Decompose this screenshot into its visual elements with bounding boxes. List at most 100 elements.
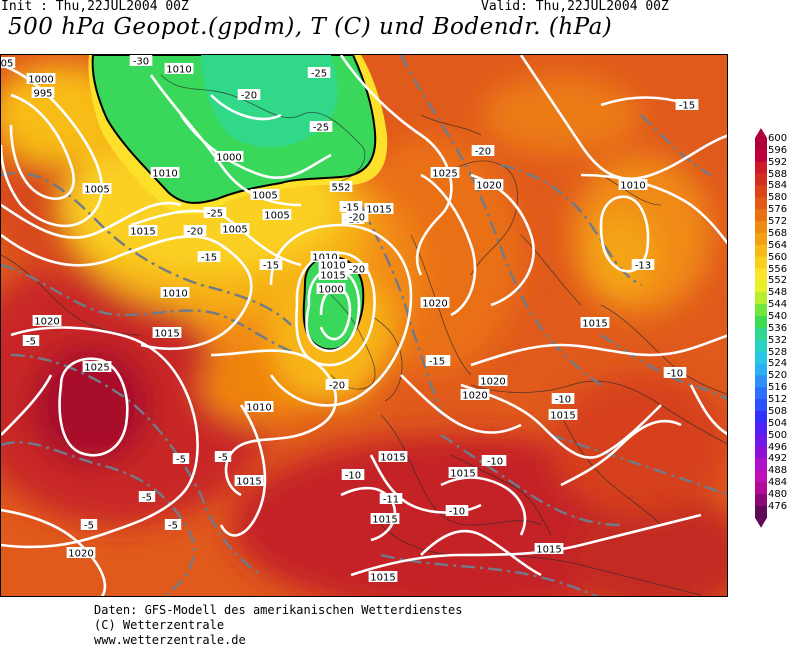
isotherm-label: -10 (663, 367, 687, 380)
svg-text:-10: -10 (667, 369, 683, 380)
legend-level-label: 484 (768, 477, 788, 489)
legend-level-label: 540 (768, 311, 788, 323)
legend-level-label: 544 (768, 299, 788, 311)
credit-website[interactable]: www.wetterzentrale.de (94, 633, 246, 647)
svg-text:1015: 1015 (236, 477, 261, 488)
isobar-label: 1015 (152, 327, 182, 340)
legend-swatch (755, 363, 767, 376)
svg-text:1025: 1025 (84, 363, 109, 374)
svg-text:1015: 1015 (366, 205, 391, 216)
svg-text:1010: 1010 (152, 169, 177, 180)
isobar-label: 1015 (370, 513, 400, 526)
legend-swatch (755, 280, 767, 293)
isobar-label: 1005 (220, 223, 250, 236)
isobar-label: 1005 (82, 183, 112, 196)
legend-swatch (755, 173, 767, 186)
svg-text:1010: 1010 (162, 289, 187, 300)
map-title: 500 hPa Geopot.(gpdm), T (C) und Bodendr… (8, 14, 613, 40)
legend-level-label: 568 (768, 227, 788, 239)
legend-level-label: 520 (768, 370, 788, 382)
isotherm-label: -5 (214, 451, 232, 464)
legend-level-label: 588 (768, 168, 788, 180)
isotherm-label: -20 (471, 145, 495, 158)
isobar-label: 1020 (460, 389, 490, 402)
svg-text:552: 552 (331, 183, 350, 194)
legend-swatch (755, 327, 767, 341)
color-legend (753, 128, 789, 528)
legend-level-label: 500 (768, 429, 788, 441)
svg-text:-20: -20 (329, 381, 345, 392)
isobar-label: 1010 (164, 63, 194, 76)
legend-swatch (755, 505, 767, 519)
legend-swatch (755, 375, 767, 388)
legend-arrow-bottom (755, 517, 767, 528)
svg-text:-20: -20 (349, 265, 365, 276)
trough-north-core (201, 55, 338, 148)
svg-text:1015: 1015 (372, 515, 397, 526)
legend-level-label: 580 (768, 192, 788, 204)
legend-level-label: 488 (768, 465, 788, 477)
legend-arrow-top (755, 128, 767, 138)
legend-swatch (755, 232, 767, 246)
svg-text:-20: -20 (241, 91, 257, 102)
svg-text:1010: 1010 (620, 181, 645, 192)
isobar-label: 1010 (318, 259, 348, 272)
legend-level-label: 508 (768, 405, 788, 417)
svg-text:-15: -15 (679, 101, 695, 112)
isobar-label: 1010 (244, 401, 274, 414)
svg-text:-13: -13 (635, 261, 651, 272)
svg-text:-30: -30 (133, 57, 149, 68)
legend-swatch (755, 304, 767, 317)
isotherm-label: -15 (675, 99, 699, 112)
isobar-label: 1020 (66, 547, 96, 560)
svg-text:1020: 1020 (34, 317, 59, 328)
svg-text:-10: -10 (555, 395, 571, 406)
svg-text:1015: 1015 (536, 545, 561, 556)
legend-level-label: 552 (768, 275, 788, 287)
legend-level-label: 536 (768, 322, 788, 334)
isotherm-label: -15 (339, 201, 363, 214)
svg-text:-20: -20 (475, 147, 491, 158)
svg-text:1000: 1000 (28, 75, 53, 86)
isobar-label: 1000 (26, 73, 56, 86)
svg-text:-5: -5 (218, 453, 228, 464)
svg-text:1010: 1010 (246, 403, 271, 414)
svg-text:1000: 1000 (318, 285, 343, 296)
legend-level-label: 532 (768, 334, 788, 346)
isotherm-label: -15 (425, 355, 449, 368)
legend-level-label: 600 (768, 133, 788, 144)
legend-swatch (755, 256, 767, 270)
legend-swatch (755, 422, 767, 436)
legend-swatch (755, 446, 767, 459)
svg-text:1015: 1015 (450, 469, 475, 480)
svg-text:1005: 1005 (264, 211, 289, 222)
svg-text:1005: 1005 (252, 191, 277, 202)
svg-text:1015: 1015 (582, 319, 607, 330)
isobar-label: 1000 (214, 151, 244, 164)
isotherms (1, 55, 727, 596)
isotherm-label: -30 (129, 55, 153, 68)
svg-text:1015: 1015 (154, 329, 179, 340)
svg-text:-15: -15 (343, 203, 359, 214)
isotherm-label: -20 (183, 225, 207, 238)
isobar-label: 1015 (318, 269, 348, 282)
isobar-label: 1005 (250, 189, 280, 202)
isobar-label: 1010 (160, 287, 190, 300)
isobar-label: 1015 (378, 451, 408, 464)
legend-swatch (755, 221, 767, 234)
svg-text:-5: -5 (26, 337, 36, 348)
isobar-label: 1000 (316, 283, 346, 296)
svg-text:-5: -5 (84, 521, 94, 532)
svg-text:-15: -15 (263, 261, 279, 272)
svg-text:1020: 1020 (476, 181, 501, 192)
isotherm-label: -15 (259, 259, 283, 272)
legend-level-label: 492 (768, 453, 788, 465)
edge-label: 05 (1, 57, 16, 70)
legend-swatch (755, 410, 767, 424)
legend-level-label: 516 (768, 382, 788, 394)
svg-text:-20: -20 (187, 227, 203, 238)
isobar-label: 1010 (310, 251, 340, 264)
svg-text:-15: -15 (201, 253, 217, 264)
isobar-label: 1005 (262, 209, 292, 222)
isobar-label: 1025 (430, 167, 460, 180)
